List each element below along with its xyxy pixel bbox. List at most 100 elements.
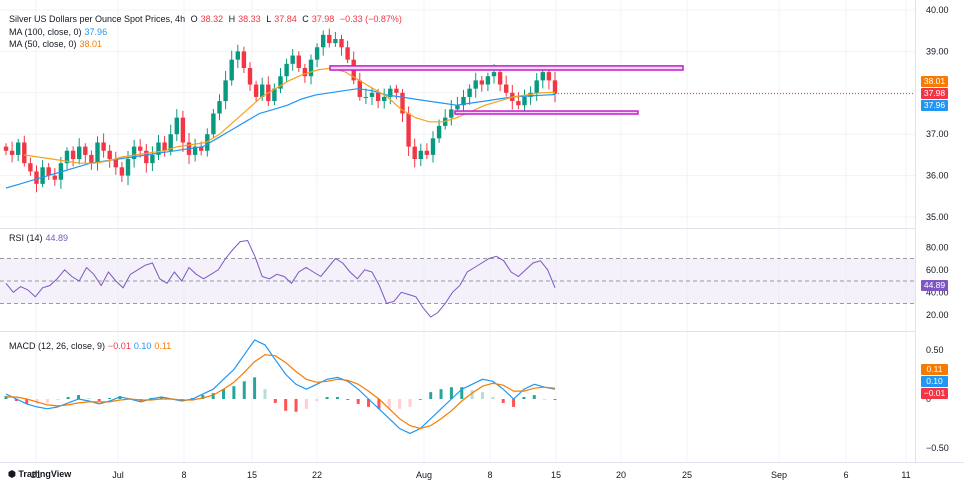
candle-body[interactable] bbox=[284, 63, 289, 77]
candle-body[interactable] bbox=[308, 59, 314, 77]
candle-body[interactable] bbox=[369, 92, 375, 97]
candle-body[interactable] bbox=[418, 150, 423, 160]
candle-body[interactable] bbox=[333, 38, 338, 44]
candle-body[interactable] bbox=[138, 146, 143, 151]
rsi-pane[interactable] bbox=[0, 239, 915, 318]
candle-body[interactable] bbox=[83, 146, 88, 155]
candle-body[interactable] bbox=[345, 47, 350, 60]
candle-body[interactable] bbox=[205, 134, 210, 151]
candle-body[interactable] bbox=[278, 76, 283, 89]
symbol-title[interactable]: Silver US Dollars per Ounce Spot Prices,… bbox=[9, 14, 186, 24]
candle-body[interactable] bbox=[89, 154, 94, 164]
candle-body[interactable] bbox=[449, 109, 454, 118]
macd-line[interactable] bbox=[5, 339, 556, 435]
candle-body[interactable] bbox=[339, 38, 344, 48]
candle-body[interactable] bbox=[540, 72, 545, 81]
candle-body[interactable] bbox=[516, 101, 521, 106]
candle-body[interactable] bbox=[156, 142, 161, 155]
candle-body[interactable] bbox=[125, 159, 131, 176]
candle-body[interactable] bbox=[552, 80, 558, 94]
candle-body[interactable] bbox=[77, 146, 82, 160]
candle-body[interactable] bbox=[296, 55, 301, 68]
candle-body[interactable] bbox=[388, 88, 393, 97]
candle-body[interactable] bbox=[28, 163, 33, 172]
candle-body[interactable] bbox=[504, 84, 509, 93]
candle-body[interactable] bbox=[16, 142, 21, 155]
candle-body[interactable] bbox=[522, 96, 527, 106]
candle-body[interactable] bbox=[64, 150, 70, 164]
candle-body[interactable] bbox=[467, 88, 472, 97]
candle-body[interactable] bbox=[199, 146, 204, 151]
candle-body[interactable] bbox=[107, 150, 112, 160]
candle-body[interactable] bbox=[101, 142, 106, 151]
candle-body[interactable] bbox=[22, 142, 27, 164]
candle-body[interactable] bbox=[211, 113, 216, 135]
candle-body[interactable] bbox=[70, 150, 76, 160]
candle-body[interactable] bbox=[412, 146, 417, 160]
resistance-zone[interactable] bbox=[329, 65, 684, 71]
candle-body[interactable] bbox=[546, 72, 552, 81]
candle-body[interactable] bbox=[375, 92, 381, 102]
macd-signal-line[interactable] bbox=[6, 354, 556, 430]
candle-body[interactable] bbox=[9, 150, 15, 155]
candle-body[interactable] bbox=[40, 167, 45, 184]
candle-body[interactable] bbox=[241, 51, 247, 68]
candle-body[interactable] bbox=[229, 59, 234, 81]
candle-body[interactable] bbox=[479, 80, 484, 85]
candle-body[interactable] bbox=[382, 96, 387, 102]
candle-body[interactable] bbox=[394, 88, 399, 93]
candle-body[interactable] bbox=[180, 117, 186, 143]
candle-body[interactable] bbox=[162, 142, 167, 151]
macd-pane[interactable] bbox=[4, 339, 557, 435]
candle-body[interactable] bbox=[436, 125, 442, 139]
ma50-legend[interactable]: MA (50, close, 0) 38.01 bbox=[9, 39, 105, 50]
candle-body[interactable] bbox=[247, 67, 253, 85]
candle-body[interactable] bbox=[119, 167, 125, 176]
candle-body[interactable] bbox=[534, 80, 539, 93]
macd-legend[interactable]: MACD (12, 26, close, 9) −0.01 0.10 0.11 bbox=[9, 341, 174, 352]
candle-body[interactable] bbox=[430, 138, 436, 155]
candle-body[interactable] bbox=[46, 167, 51, 176]
candle-body[interactable] bbox=[174, 117, 179, 135]
tradingview-logo[interactable]: ⬢ TradingView bbox=[8, 469, 71, 480]
candle-body[interactable] bbox=[290, 55, 295, 64]
rsi-legend[interactable]: RSI (14) 44.89 bbox=[9, 233, 71, 244]
candle-body[interactable] bbox=[473, 80, 478, 89]
ma100-legend[interactable]: MA (100, close, 0) 37.96 bbox=[9, 27, 110, 38]
candle-body[interactable] bbox=[253, 84, 259, 97]
candle-body[interactable] bbox=[34, 171, 39, 184]
candle-body[interactable] bbox=[327, 34, 332, 44]
candle-body[interactable] bbox=[272, 88, 277, 102]
candle-body[interactable] bbox=[52, 175, 57, 180]
candle-body[interactable] bbox=[302, 67, 308, 77]
candle-body[interactable] bbox=[314, 47, 320, 60]
candle-body[interactable] bbox=[461, 96, 466, 106]
candle-body[interactable] bbox=[406, 113, 411, 147]
candle-body[interactable] bbox=[131, 146, 137, 160]
candle-body[interactable] bbox=[424, 150, 430, 155]
support-zone[interactable] bbox=[454, 110, 639, 115]
candle-body[interactable] bbox=[235, 51, 240, 60]
candle-body[interactable] bbox=[260, 84, 265, 97]
candle-body[interactable] bbox=[95, 142, 100, 164]
candle-body[interactable] bbox=[491, 72, 497, 77]
candle-body[interactable] bbox=[455, 105, 460, 110]
ma100-line[interactable] bbox=[5, 88, 556, 189]
candle-body[interactable] bbox=[168, 134, 173, 151]
candle-body[interactable] bbox=[192, 146, 198, 155]
rsi-line[interactable] bbox=[5, 239, 556, 318]
last-price-badge: 37.98 bbox=[921, 88, 948, 99]
candle-body[interactable] bbox=[217, 101, 222, 114]
candle-body[interactable] bbox=[321, 34, 326, 48]
candle-body[interactable] bbox=[223, 80, 228, 102]
candle-body[interactable] bbox=[400, 92, 405, 114]
candle-body[interactable] bbox=[485, 76, 491, 85]
candle-body[interactable] bbox=[150, 154, 155, 164]
candle-body[interactable] bbox=[144, 150, 149, 164]
candle-body[interactable] bbox=[3, 146, 9, 151]
price-pane[interactable] bbox=[3, 28, 915, 193]
candle-body[interactable] bbox=[113, 159, 118, 168]
candle-body[interactable] bbox=[363, 96, 369, 98]
candle-body[interactable] bbox=[497, 72, 503, 85]
change-value: −0.33 (−0.87%) bbox=[339, 14, 402, 24]
